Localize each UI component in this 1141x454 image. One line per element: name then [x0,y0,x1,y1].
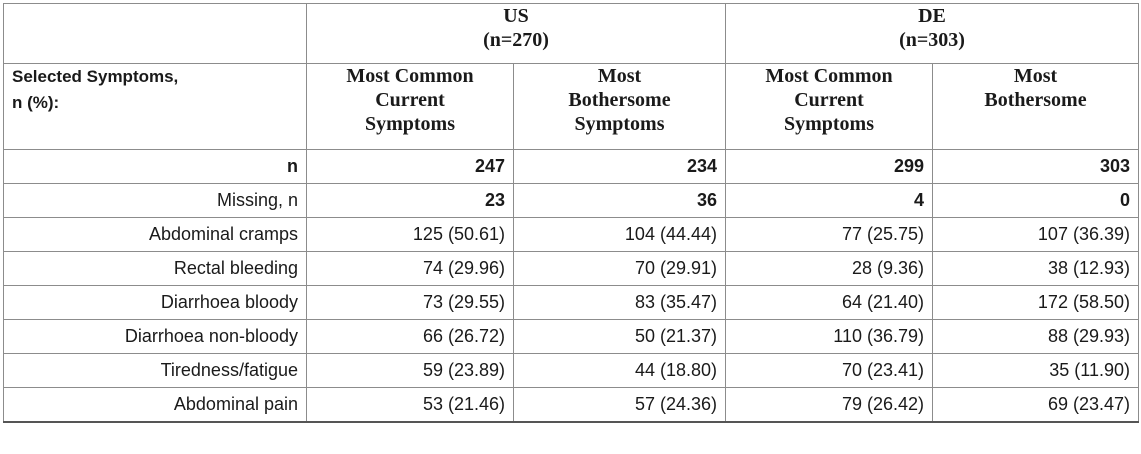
table-row: n 247 234 299 303 [3,149,1139,184]
table-cell: 299 [725,149,933,184]
row-label: Tiredness/fatigue [3,353,307,388]
table-row: Missing, n 23 36 4 0 [3,183,1139,218]
table-cell: 69 (23.47) [932,387,1139,423]
table-cell: 70 (23.41) [725,353,933,388]
table-cell: 28 (9.36) [725,251,933,286]
symptoms-table: US (n=270) DE (n=303) Selected Symptoms,… [3,3,1139,423]
group-header-us: US (n=270) [306,3,726,64]
table-cell: 234 [513,149,726,184]
empty-corner-cell [3,3,307,64]
table-cell: 35 (11.90) [932,353,1139,388]
table-cell: 73 (29.55) [306,285,514,320]
table-row: Diarrhoea non-bloody 66 (26.72) 50 (21.3… [3,319,1139,354]
table-cell: 50 (21.37) [513,319,726,354]
table-cell: 247 [306,149,514,184]
table-row: Tiredness/fatigue 59 (23.89) 44 (18.80) … [3,353,1139,388]
table-cell: 83 (35.47) [513,285,726,320]
row-label: Abdominal cramps [3,217,307,252]
table-cell: 110 (36.79) [725,319,933,354]
table-cell: 66 (26.72) [306,319,514,354]
row-label: Abdominal pain [3,387,307,423]
row-label: n [3,149,307,184]
table-cell: 79 (26.42) [725,387,933,423]
group-count-de: (n=303) [899,29,965,51]
symptoms-table-container: US (n=270) DE (n=303) Selected Symptoms,… [3,3,1139,423]
subheader-us-most-common: Most Common Current Symptoms [306,63,514,150]
table-cell: 4 [725,183,933,218]
table-cell: 172 (58.50) [932,285,1139,320]
table-cell: 64 (21.40) [725,285,933,320]
row-label: Missing, n [3,183,307,218]
table-row: Rectal bleeding 74 (29.96) 70 (29.91) 28… [3,251,1139,286]
row-label: Diarrhoea bloody [3,285,307,320]
row-label: Diarrhoea non-bloody [3,319,307,354]
table-cell: 77 (25.75) [725,217,933,252]
table-row: Abdominal cramps 125 (50.61) 104 (44.44)… [3,217,1139,252]
subheader-us-most-bothersome: Most Bothersome Symptoms [513,63,726,150]
subheader-de-most-bothersome: Most Bothersome [932,63,1139,150]
sub-header-row: Selected Symptoms, n (%): Most Common Cu… [3,63,1139,150]
subheader-de-most-common: Most Common Current Symptoms [725,63,933,150]
table-cell: 38 (12.93) [932,251,1139,286]
table-row: Diarrhoea bloody 73 (29.55) 83 (35.47) 6… [3,285,1139,320]
table-cell: 57 (24.36) [513,387,726,423]
table-cell: 59 (23.89) [306,353,514,388]
table-cell: 70 (29.91) [513,251,726,286]
table-cell: 74 (29.96) [306,251,514,286]
group-name-us: US [503,5,529,27]
table-cell: 125 (50.61) [306,217,514,252]
table-cell: 0 [932,183,1139,218]
table-cell: 303 [932,149,1139,184]
table-cell: 53 (21.46) [306,387,514,423]
group-count-us: (n=270) [483,29,549,51]
table-cell: 36 [513,183,726,218]
group-name-de: DE [918,5,946,27]
group-header-de: DE (n=303) [725,3,1139,64]
selected-symptoms-label: Selected Symptoms, n (%): [3,63,307,150]
row-label: Rectal bleeding [3,251,307,286]
table-cell: 104 (44.44) [513,217,726,252]
group-header-row: US (n=270) DE (n=303) [3,3,1139,64]
table-cell: 107 (36.39) [932,217,1139,252]
table-cell: 88 (29.93) [932,319,1139,354]
table-row: Abdominal pain 53 (21.46) 57 (24.36) 79 … [3,387,1139,423]
table-cell: 23 [306,183,514,218]
table-cell: 44 (18.80) [513,353,726,388]
